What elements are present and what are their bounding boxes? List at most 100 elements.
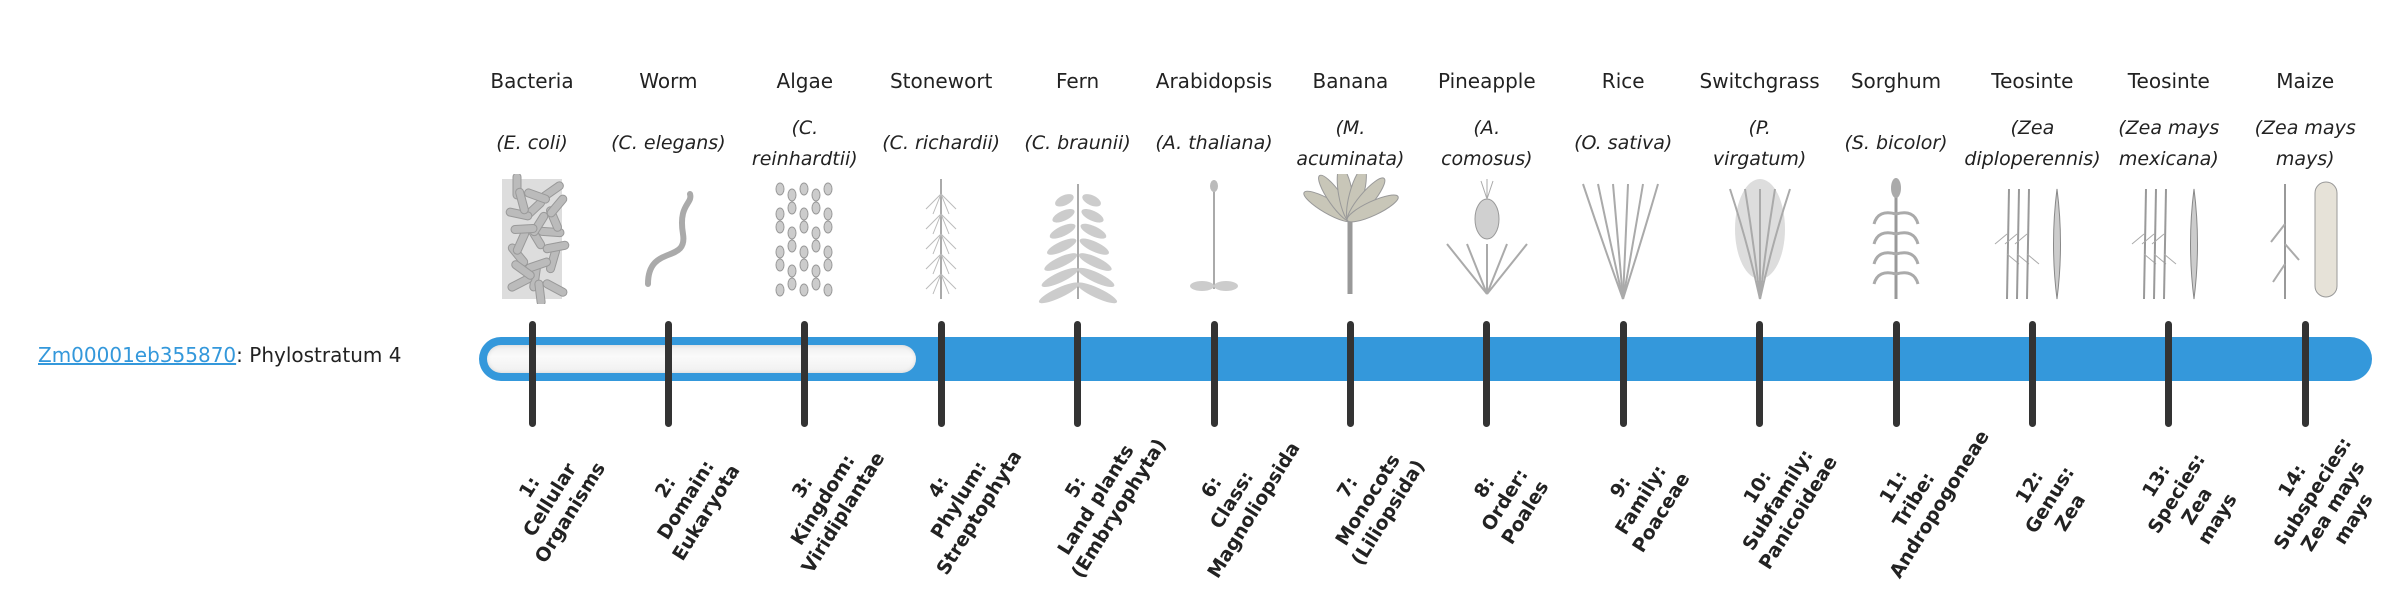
species-line: acuminata) <box>1296 147 1405 170</box>
species-line: (O. sativa) <box>1574 132 1673 154</box>
rank-label: 13: Species: Zea mays <box>2106 411 2267 589</box>
species-line: (C. elegans) <box>611 132 726 154</box>
organism-column: Pineapple (A. comosus) <box>1419 66 1555 181</box>
stratum-tick <box>2301 321 2309 427</box>
stratum-tick <box>937 321 945 427</box>
stratum-tick <box>1756 321 1764 427</box>
rank-label: 7: Monocots (Liliopsida) <box>1298 417 1439 582</box>
organism-species-name: (C. reinhardtii) <box>737 106 873 181</box>
organism-common-name: Switchgrass <box>1699 69 1820 93</box>
arabidopsis-illustration <box>1164 174 1264 304</box>
species-line: (S. bicolor) <box>1844 132 1948 154</box>
species-line: (E. coli) <box>496 132 568 154</box>
organism-species-name: (Zea mays mexicana) <box>2101 106 2237 181</box>
species-line: (Zea <box>2010 116 2055 139</box>
organism-species-name: (C. elegans) <box>600 106 736 181</box>
stratum-tick <box>2028 321 2036 427</box>
organism-column: Bacteria (E. coli) <box>464 66 600 181</box>
rank-label: 11: Tribe: Andropogoneae <box>1844 417 1994 583</box>
stratum-tick <box>1346 321 1354 427</box>
organism-common-name: Bacteria <box>490 69 574 93</box>
banana-illustration <box>1300 166 1400 304</box>
species-line: mexicana) <box>2118 147 2219 170</box>
species-line: (C. braunii) <box>1024 132 1131 154</box>
rank-label: 3: Kingdom: Viridiplantae <box>753 417 894 582</box>
species-line: mays) <box>2275 147 2335 170</box>
organism-common-name: Teosinte <box>2127 69 2210 93</box>
organism-column: Teosinte (Zea mays mexicana) <box>2101 66 2237 181</box>
stratum-tick <box>801 321 809 427</box>
worm-illustration <box>618 174 718 304</box>
organism-column: Sorghum (S. bicolor) <box>1828 66 1964 181</box>
rank-label: 6: Class: Magnoliopsida <box>1162 417 1305 582</box>
organism-common-name: Stonewort <box>889 69 993 93</box>
species-line: (C. <box>791 116 819 139</box>
species-line: (A. <box>1473 116 1501 139</box>
stonewort-illustration <box>891 174 991 304</box>
phylostratum-text: : Phylostratum 4 <box>236 343 402 367</box>
species-line: (P. <box>1748 116 1771 139</box>
organism-column: Stonewort (C. richardii) <box>873 66 1009 181</box>
organism-species-name: (E. coli) <box>464 106 600 181</box>
stratum-tick <box>1619 321 1627 427</box>
stratum-tick <box>664 321 672 427</box>
bacteria-illustration <box>482 172 582 307</box>
species-line: (M. <box>1335 116 1366 139</box>
organism-column: Maize (Zea mays mays) <box>2237 66 2373 181</box>
stratum-tick <box>1483 321 1491 427</box>
stratum-tick <box>528 321 536 427</box>
species-line: comosus) <box>1441 147 1533 170</box>
pineapple-illustration <box>1437 174 1537 304</box>
organism-common-name: Pineapple <box>1437 69 1536 93</box>
organism-common-name: Fern <box>1055 69 1100 93</box>
switchgrass-illustration <box>1710 174 1810 304</box>
teosinte-illustration <box>1982 174 2082 304</box>
rice-illustration <box>1573 174 1673 304</box>
stratum-tick <box>1210 321 1218 427</box>
fern-illustration <box>1028 174 1128 304</box>
organism-column: Switchgrass (P. virgatum) <box>1692 66 1828 181</box>
stratum-tick <box>2165 321 2173 427</box>
gene-id-link[interactable]: Zm00001eb355870 <box>38 343 237 367</box>
organism-species-name: (M. acuminata) <box>1282 106 1418 181</box>
species-line: (Zea mays <box>2118 116 2220 139</box>
organism-common-name: Banana <box>1312 69 1389 93</box>
organism-common-name: Algae <box>776 69 834 93</box>
rank-label: 2: Domain: Eukaryota <box>616 417 757 582</box>
rank-label: 8: Order: Poales <box>1435 417 1576 582</box>
organism-column: Worm (C. elegans) <box>600 66 736 181</box>
organism-species-name: (C. richardii) <box>873 106 1009 181</box>
stratum-tick <box>1074 321 1082 427</box>
organism-common-name: Rice <box>1601 69 1645 93</box>
organism-species-name: (A. comosus) <box>1419 106 1555 181</box>
species-line: (Zea mays <box>2254 116 2356 139</box>
gene-phylostratum-label: Zm00001eb355870: Phylostratum 4 <box>38 340 401 370</box>
organism-column: Banana (M. acuminata) <box>1282 66 1418 181</box>
teosinte-illustration <box>2119 174 2219 304</box>
organism-species-name: (Zea diploperennis) <box>1964 106 2100 181</box>
organism-species-name: (P. virgatum) <box>1692 106 1828 181</box>
organism-species-name: (A. thaliana) <box>1146 106 1282 181</box>
species-line: virgatum) <box>1712 147 1807 170</box>
rank-label: 14: Subspecies: Zea mays mays <box>2243 411 2400 589</box>
phylostratum-bar-empty-segment <box>487 345 917 373</box>
maize-illustration <box>2255 174 2355 304</box>
rank-label: 5: Land plants (Embryophyta) <box>1025 417 1170 582</box>
species-line: (A. thaliana) <box>1155 132 1273 154</box>
rank-label: 12: Genus: Zea <box>1980 417 2121 582</box>
algae-illustration <box>755 174 855 304</box>
organism-species-name: (S. bicolor) <box>1828 106 1964 181</box>
organism-species-name: (Zea mays mays) <box>2237 106 2373 181</box>
rank-label: 1: Cellular Organisms <box>480 417 621 582</box>
rank-label: 10: Subfamily: Panicoideae <box>1707 417 1848 582</box>
sorghum-illustration <box>1846 174 1946 304</box>
stratum-tick <box>1892 321 1900 427</box>
organism-column: Teosinte (Zea diploperennis) <box>1964 66 2100 181</box>
species-line: diploperennis) <box>1964 147 2101 170</box>
phylostratum-bar <box>479 337 2372 381</box>
organism-column: Rice (O. sativa) <box>1555 66 1691 181</box>
rank-label: 9: Family: Poaceae <box>1571 417 1712 582</box>
organism-common-name: Maize <box>2276 69 2335 93</box>
organism-species-name: (C. braunii) <box>1010 106 1146 181</box>
organism-column: Fern (C. braunii) <box>1010 66 1146 181</box>
